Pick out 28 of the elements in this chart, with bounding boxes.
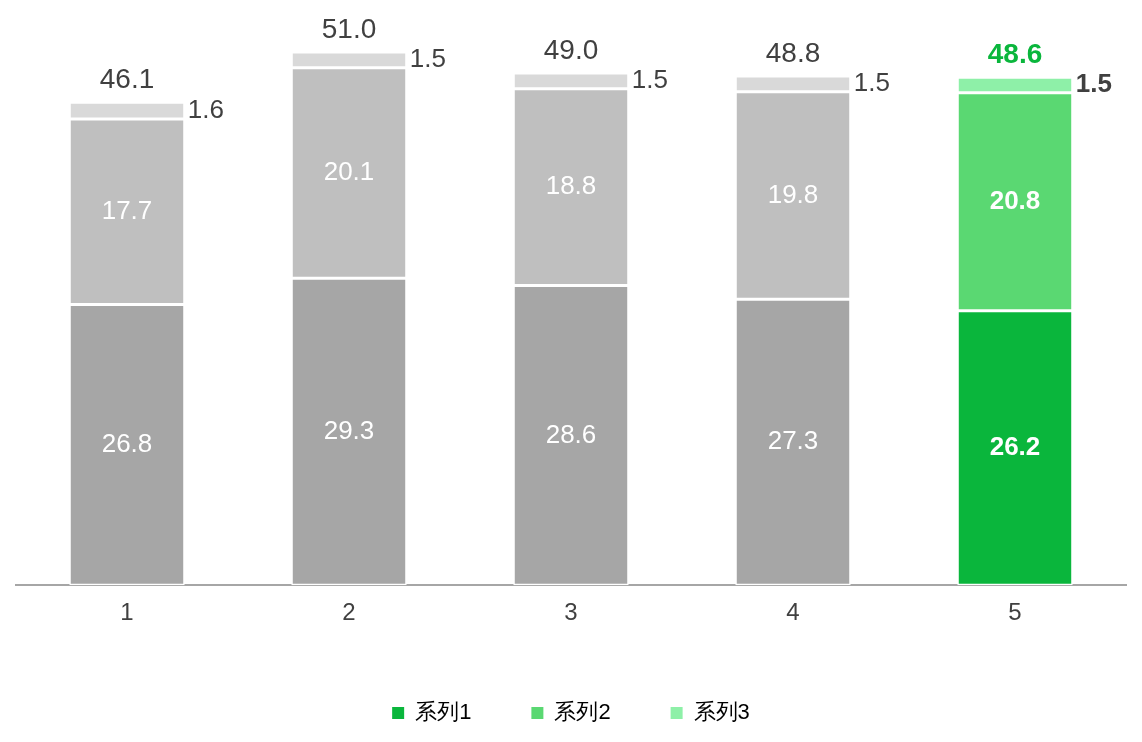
data-label: 27.3: [767, 425, 819, 456]
data-label: 1.5: [853, 67, 890, 98]
data-label: 19.8: [767, 178, 819, 209]
total-label: 46.1: [99, 63, 155, 94]
legend-label: 系列1: [415, 699, 472, 725]
legend-label: 系列3: [693, 699, 750, 725]
total-label: 51.0: [321, 12, 377, 44]
data-label: 1.5: [1075, 68, 1112, 99]
data-label: 1.5: [631, 63, 668, 94]
data-label: 17.7: [101, 194, 153, 225]
data-label: 26.8: [101, 428, 153, 458]
data-label: 20.8: [989, 184, 1041, 215]
total-label: 49.0: [543, 33, 599, 65]
data-label: 1.6: [187, 93, 224, 124]
data-label: 20.1: [323, 156, 375, 187]
x-tick-label: 1: [120, 598, 134, 626]
x-tick-label: 4: [786, 598, 800, 626]
x-tick-label: 3: [564, 598, 578, 626]
data-label: 29.3: [323, 414, 375, 445]
legend-label: 系列2: [554, 699, 611, 725]
data-label: 1.5: [409, 43, 446, 74]
total-label: 48.6: [987, 37, 1043, 69]
x-tick-label: 2: [342, 598, 356, 626]
data-label: 18.8: [545, 170, 597, 201]
x-tick-label: 5: [1008, 598, 1022, 626]
data-label: 28.6: [545, 418, 597, 449]
data-label: 26.2: [989, 431, 1041, 462]
total-label: 48.8: [765, 36, 821, 68]
